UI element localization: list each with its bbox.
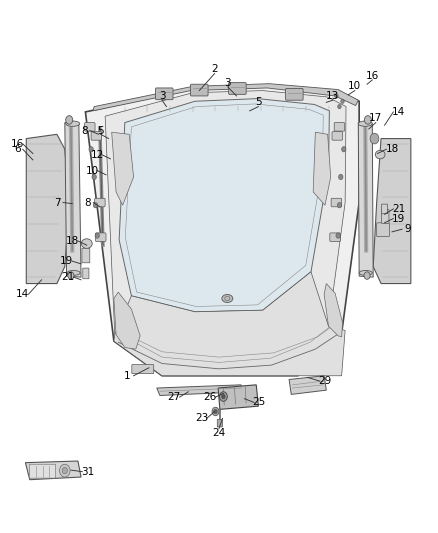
Circle shape xyxy=(212,407,219,416)
Text: 19: 19 xyxy=(60,256,73,266)
FancyBboxPatch shape xyxy=(330,233,340,241)
Ellipse shape xyxy=(67,271,80,276)
Polygon shape xyxy=(85,85,359,376)
Polygon shape xyxy=(373,139,411,284)
FancyBboxPatch shape xyxy=(95,198,105,207)
Circle shape xyxy=(60,464,70,477)
FancyBboxPatch shape xyxy=(381,204,388,214)
Text: 13: 13 xyxy=(326,91,339,101)
Polygon shape xyxy=(93,84,358,111)
Circle shape xyxy=(219,392,227,401)
Text: 10: 10 xyxy=(348,82,361,91)
Circle shape xyxy=(93,203,98,208)
Text: 25: 25 xyxy=(253,398,266,407)
Polygon shape xyxy=(114,292,140,349)
FancyBboxPatch shape xyxy=(95,233,106,241)
Circle shape xyxy=(339,174,343,180)
Text: 9: 9 xyxy=(404,224,411,234)
Circle shape xyxy=(62,467,67,474)
Polygon shape xyxy=(114,272,345,376)
FancyBboxPatch shape xyxy=(29,464,56,478)
FancyBboxPatch shape xyxy=(82,248,90,263)
Text: 29: 29 xyxy=(318,376,332,386)
Text: 8: 8 xyxy=(81,126,88,135)
FancyBboxPatch shape xyxy=(377,223,389,237)
Text: 14: 14 xyxy=(392,107,405,117)
Polygon shape xyxy=(119,99,329,312)
Ellipse shape xyxy=(359,271,372,276)
FancyBboxPatch shape xyxy=(229,83,246,94)
Circle shape xyxy=(364,272,370,279)
Polygon shape xyxy=(324,284,343,337)
Ellipse shape xyxy=(375,150,385,159)
Text: 14: 14 xyxy=(16,289,29,299)
FancyBboxPatch shape xyxy=(334,123,345,131)
Circle shape xyxy=(336,233,340,238)
Ellipse shape xyxy=(66,121,80,126)
FancyBboxPatch shape xyxy=(332,132,343,140)
Polygon shape xyxy=(289,376,326,394)
FancyBboxPatch shape xyxy=(132,365,154,374)
Circle shape xyxy=(341,99,344,103)
Text: 19: 19 xyxy=(392,214,405,223)
Text: 12: 12 xyxy=(91,150,104,159)
Text: 18: 18 xyxy=(385,144,399,154)
Polygon shape xyxy=(105,91,346,369)
Text: 3: 3 xyxy=(224,78,231,87)
Text: 16: 16 xyxy=(366,71,379,80)
Polygon shape xyxy=(26,134,69,284)
FancyBboxPatch shape xyxy=(331,198,342,207)
FancyBboxPatch shape xyxy=(217,419,223,427)
Circle shape xyxy=(364,116,371,124)
Circle shape xyxy=(370,133,379,144)
Circle shape xyxy=(342,147,346,152)
Text: 1: 1 xyxy=(124,371,131,381)
FancyBboxPatch shape xyxy=(155,88,173,100)
Polygon shape xyxy=(112,132,134,205)
Circle shape xyxy=(92,174,96,180)
Text: 21: 21 xyxy=(61,272,74,282)
Polygon shape xyxy=(218,385,258,409)
Circle shape xyxy=(68,272,74,279)
Text: 23: 23 xyxy=(196,414,209,423)
Ellipse shape xyxy=(358,121,372,126)
Text: 27: 27 xyxy=(168,392,181,402)
Text: 6: 6 xyxy=(14,144,21,154)
Circle shape xyxy=(214,409,217,414)
Polygon shape xyxy=(65,123,81,277)
FancyBboxPatch shape xyxy=(286,88,303,100)
Text: 7: 7 xyxy=(53,198,60,207)
Circle shape xyxy=(66,116,73,124)
Text: 16: 16 xyxy=(11,139,24,149)
FancyBboxPatch shape xyxy=(91,132,102,140)
Text: 5: 5 xyxy=(255,98,262,107)
FancyBboxPatch shape xyxy=(191,84,208,96)
Ellipse shape xyxy=(81,239,92,248)
Text: 5: 5 xyxy=(97,126,104,135)
FancyBboxPatch shape xyxy=(83,268,89,279)
Text: 10: 10 xyxy=(86,166,99,175)
Circle shape xyxy=(222,394,225,399)
Text: 2: 2 xyxy=(211,64,218,74)
Polygon shape xyxy=(358,123,373,277)
Polygon shape xyxy=(313,132,331,205)
Text: 3: 3 xyxy=(159,91,166,101)
Circle shape xyxy=(95,233,99,238)
FancyBboxPatch shape xyxy=(85,123,95,131)
Polygon shape xyxy=(25,461,81,480)
Ellipse shape xyxy=(222,294,233,303)
Polygon shape xyxy=(157,385,244,395)
Text: 24: 24 xyxy=(212,428,226,438)
Text: 8: 8 xyxy=(84,198,91,207)
Circle shape xyxy=(89,147,93,152)
Circle shape xyxy=(337,203,342,208)
Text: 31: 31 xyxy=(81,467,94,477)
Text: 18: 18 xyxy=(66,236,79,246)
Circle shape xyxy=(335,94,338,98)
FancyBboxPatch shape xyxy=(381,209,389,223)
Text: 21: 21 xyxy=(392,204,405,214)
Circle shape xyxy=(338,104,341,109)
Text: 17: 17 xyxy=(369,114,382,123)
Text: 26: 26 xyxy=(204,392,217,402)
